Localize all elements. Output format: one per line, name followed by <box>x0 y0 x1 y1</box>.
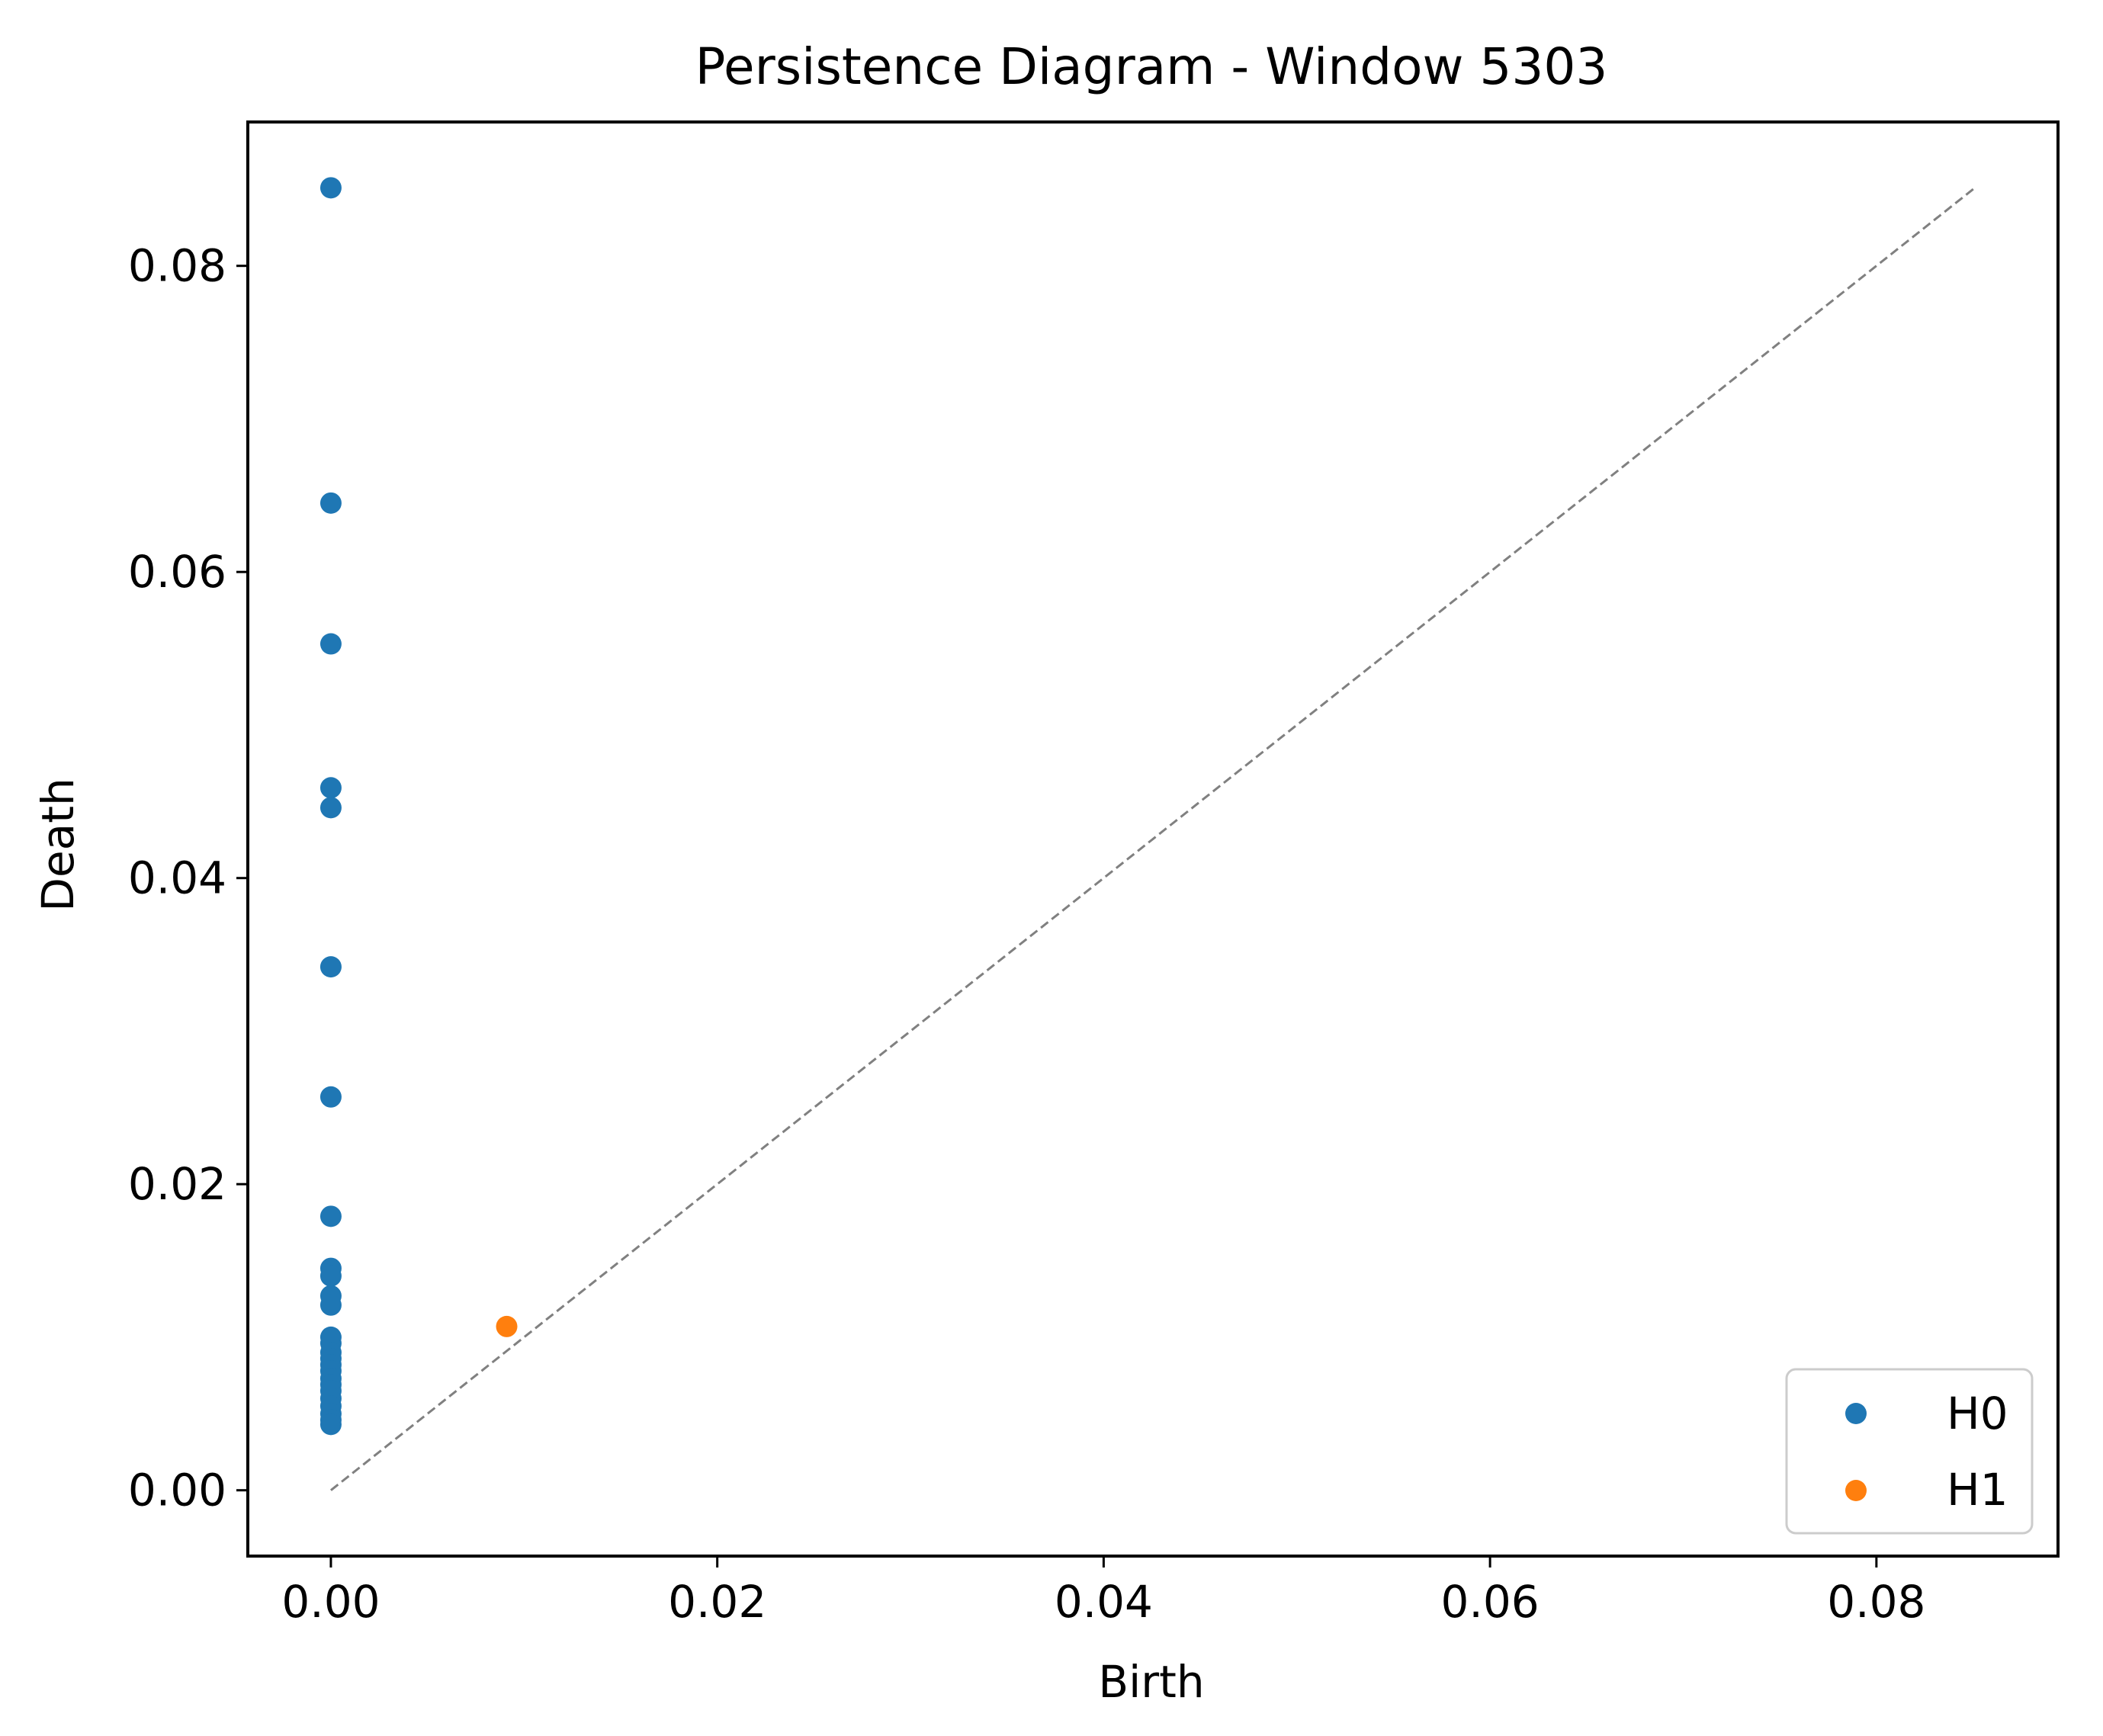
point-h0 <box>319 633 342 655</box>
legend-marker-h1 <box>1845 1480 1867 1501</box>
legend-label-h1: H1 <box>1947 1464 2008 1516</box>
x-tick-label: 0.00 <box>281 1576 380 1628</box>
chart-title: Persistence Diagram - Window 5303 <box>695 37 1608 96</box>
legend-marker-h0 <box>1845 1403 1867 1424</box>
y-axis: 0.00 0.02 0.04 0.06 0.08 <box>128 240 248 1516</box>
legend: H0 H1 <box>1785 1368 2034 1535</box>
series-h0 <box>319 177 342 1436</box>
x-tick-label: 0.08 <box>1827 1576 1925 1628</box>
series-h1 <box>496 1315 518 1337</box>
point-h0 <box>319 797 342 819</box>
point-h0 <box>319 177 342 199</box>
point-h0 <box>319 1086 342 1108</box>
legend-label-h0: H0 <box>1947 1388 2008 1439</box>
point-h0 <box>319 956 342 978</box>
y-tick-label: 0.08 <box>128 240 226 292</box>
y-tick-label: 0.06 <box>128 546 226 598</box>
point-h0 <box>319 777 342 799</box>
point-h0 <box>319 1205 342 1227</box>
x-axis: 0.00 0.02 0.04 0.06 0.08 <box>281 1556 1925 1628</box>
diagonal-reference-line <box>330 187 1976 1491</box>
point-h0 <box>319 1294 342 1316</box>
point-h0 <box>319 1265 342 1287</box>
plot-area <box>319 177 1976 1491</box>
x-tick-label: 0.06 <box>1441 1576 1540 1628</box>
y-tick-label: 0.04 <box>128 852 226 904</box>
point-h0 <box>319 492 342 514</box>
point-h1 <box>496 1315 518 1337</box>
y-tick-label: 0.00 <box>128 1465 226 1516</box>
x-axis-label: Birth <box>1098 1656 1204 1708</box>
y-axis-label: Death <box>32 778 84 911</box>
x-tick-label: 0.02 <box>668 1576 766 1628</box>
x-tick-label: 0.04 <box>1055 1576 1153 1628</box>
y-tick-label: 0.02 <box>128 1158 226 1210</box>
axes-frame <box>246 120 2060 1558</box>
point-h0 <box>319 1414 342 1436</box>
